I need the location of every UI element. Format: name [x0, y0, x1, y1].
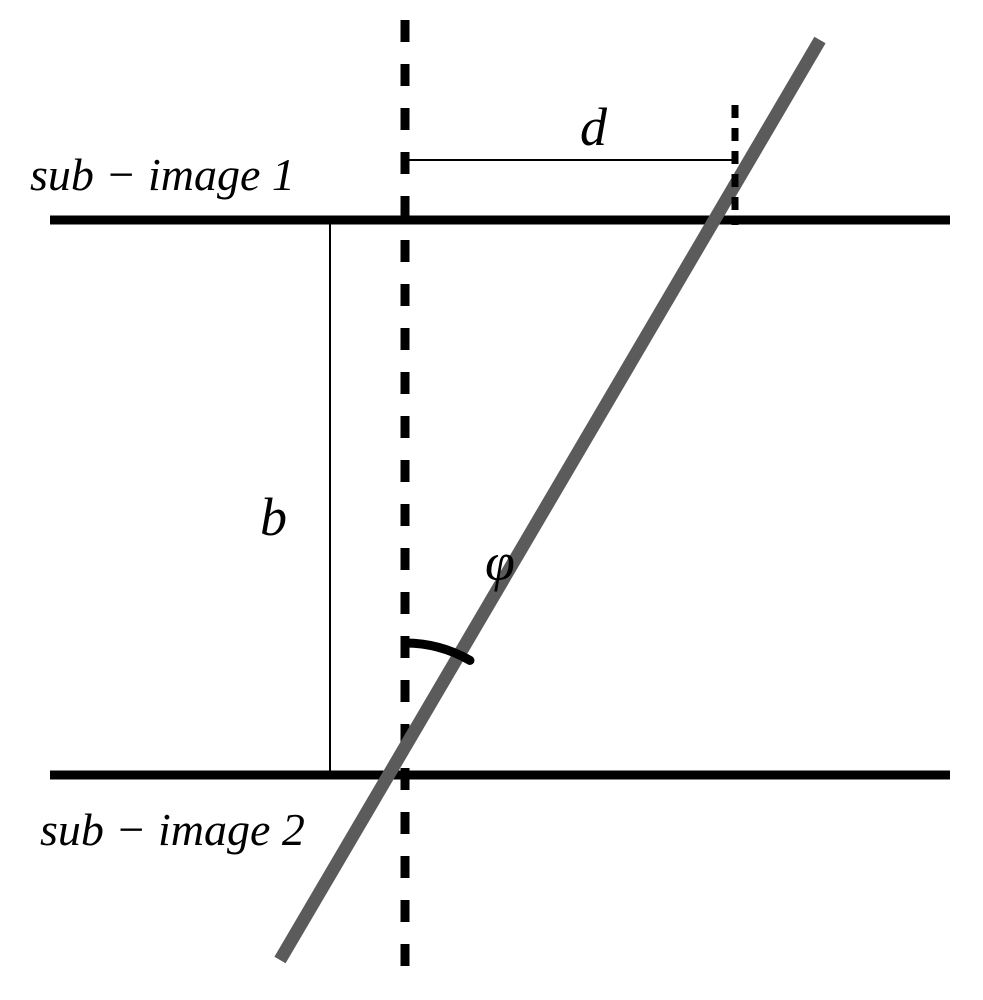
label-subimage1: sub − image 1 [30, 149, 295, 200]
label-subimage2: sub − image 2 [40, 804, 305, 855]
label-b: b [260, 487, 287, 547]
label-phi: φ [485, 532, 515, 592]
label-d: d [580, 97, 608, 157]
diagram-canvas: sub − image 1 sub − image 2 d b φ [0, 0, 983, 1000]
